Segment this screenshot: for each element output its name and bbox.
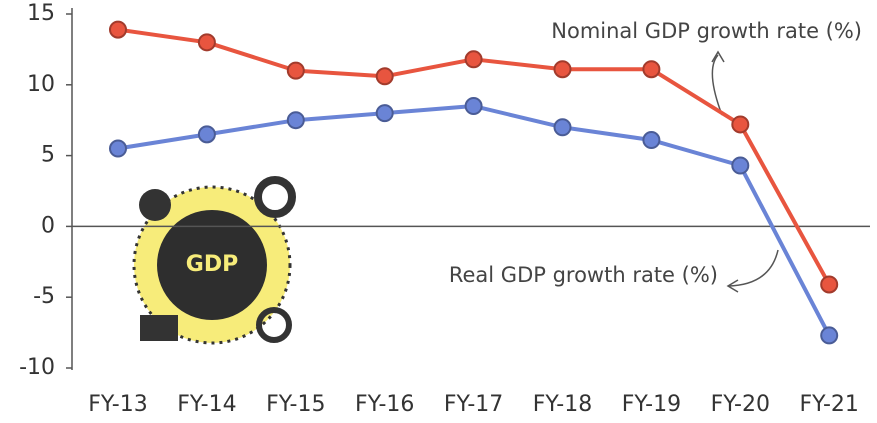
x-tick-label: FY-19: [622, 392, 681, 417]
chart: GDP Nominal GDP growth rate (%) Real GDP…: [0, 0, 877, 423]
data-point: [377, 105, 393, 121]
annotation-arrow: [728, 250, 778, 286]
page: {"chart_data": {"type": "line", "categor…: [0, 0, 877, 423]
data-point: [821, 327, 837, 343]
data-point: [110, 22, 126, 38]
y-tick-label: 5: [41, 143, 55, 168]
data-point: [199, 34, 215, 50]
gdp-icon: GDP: [134, 180, 292, 343]
data-point: [821, 276, 837, 292]
x-tick-label: FY-20: [711, 392, 770, 417]
x-tick-label: FY-17: [444, 392, 503, 417]
icon-label: GDP: [186, 252, 238, 277]
x-tick-label: FY-15: [266, 392, 325, 417]
data-point: [199, 126, 215, 142]
data-point: [466, 51, 482, 67]
x-tick-label: FY-16: [355, 392, 414, 417]
data-point: [732, 158, 748, 174]
y-tick-label: -5: [33, 284, 55, 309]
x-tick-label: FY-13: [88, 392, 147, 417]
series-annotation: Nominal GDP growth rate (%): [551, 19, 862, 43]
data-point: [288, 63, 304, 79]
annotation-arrowhead: [712, 52, 724, 62]
y-tick-label: 15: [27, 1, 55, 26]
icon-deco: [140, 315, 178, 341]
data-point: [555, 119, 571, 135]
data-point: [288, 112, 304, 128]
data-point: [732, 116, 748, 132]
y-tick-label: 0: [41, 213, 55, 238]
data-point: [643, 61, 659, 77]
x-tick-label: FY-14: [177, 392, 236, 417]
data-point: [377, 68, 393, 84]
data-point: [555, 61, 571, 77]
icon-deco: [259, 310, 289, 340]
y-tick-label: -10: [19, 355, 55, 380]
y-tick-label: 10: [27, 72, 55, 97]
icon-deco: [139, 189, 171, 221]
x-tick-label: FY-18: [533, 392, 592, 417]
series-annotation: Real GDP growth rate (%): [449, 263, 718, 287]
icon-deco: [258, 180, 292, 214]
data-point: [643, 132, 659, 148]
x-tick-label: FY-21: [799, 392, 858, 417]
data-point: [110, 141, 126, 157]
data-point: [466, 98, 482, 114]
